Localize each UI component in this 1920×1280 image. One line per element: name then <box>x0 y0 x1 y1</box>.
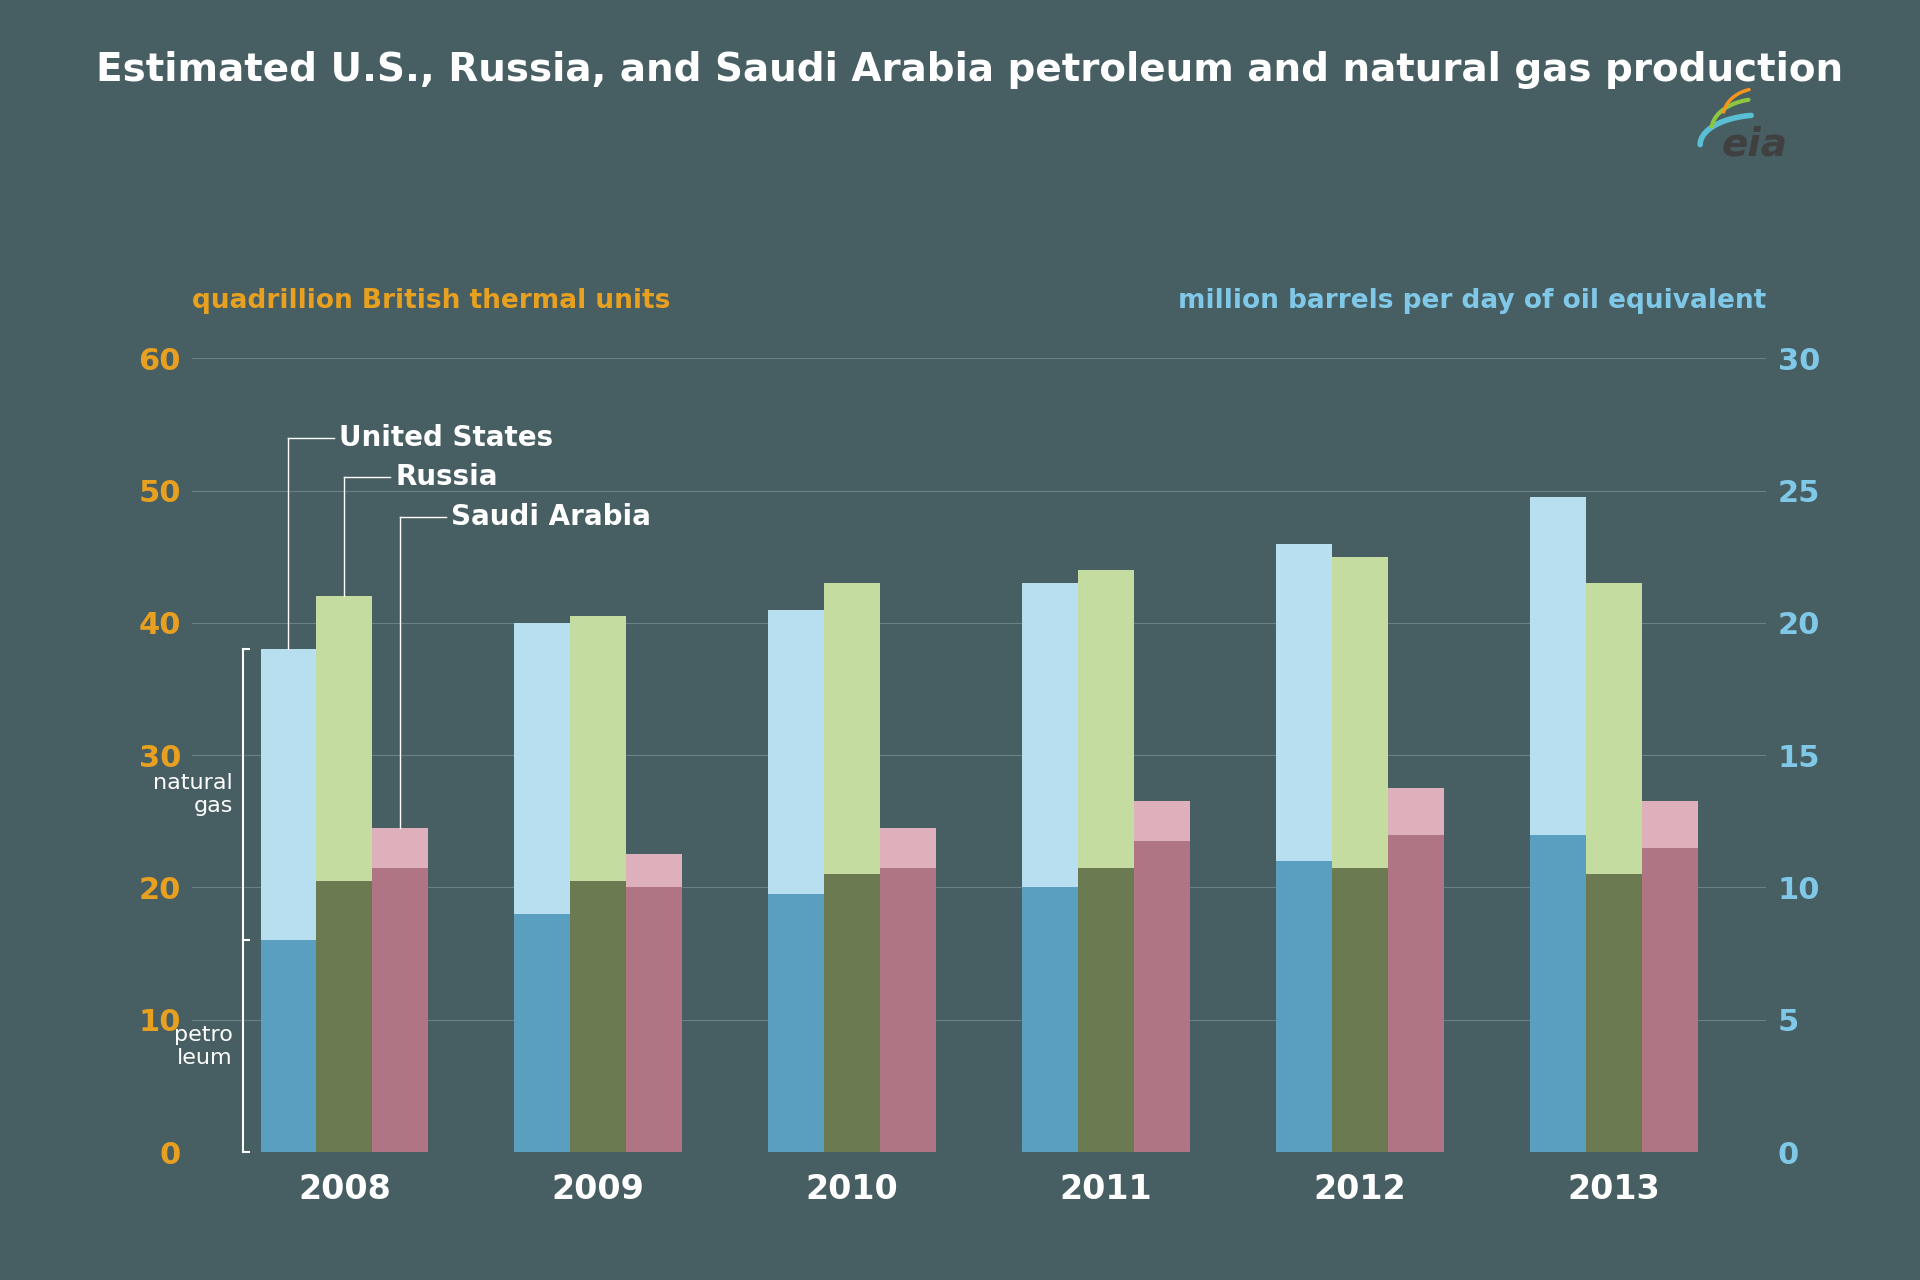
Bar <box>372 868 428 1152</box>
Bar <box>1586 584 1642 874</box>
Text: petro
leum: petro leum <box>173 1024 232 1068</box>
Bar <box>824 874 879 1152</box>
Bar <box>570 617 626 881</box>
Bar <box>768 893 824 1152</box>
Bar <box>879 828 937 868</box>
Bar <box>372 828 428 868</box>
Bar <box>1642 801 1697 847</box>
Bar <box>1135 841 1190 1152</box>
Bar <box>1388 835 1444 1152</box>
Text: Russia: Russia <box>396 463 497 492</box>
Bar <box>1079 570 1135 868</box>
Bar <box>1530 498 1586 835</box>
Bar <box>1277 861 1332 1152</box>
Text: eia: eia <box>1722 125 1788 164</box>
Bar <box>515 623 570 914</box>
Bar <box>768 609 824 893</box>
Bar <box>1021 887 1079 1152</box>
Bar <box>626 855 682 887</box>
Bar <box>824 584 879 874</box>
Bar <box>1332 868 1388 1152</box>
Bar <box>1135 801 1190 841</box>
Text: United States: United States <box>340 424 553 452</box>
Bar <box>879 868 937 1152</box>
Text: natural
gas: natural gas <box>154 773 232 817</box>
Bar <box>1021 584 1079 887</box>
Bar <box>261 941 317 1152</box>
Bar <box>1642 847 1697 1152</box>
Text: Saudi Arabia: Saudi Arabia <box>451 503 651 531</box>
Text: million barrels per day of oil equivalent: million barrels per day of oil equivalen… <box>1179 288 1766 314</box>
Bar <box>1388 788 1444 835</box>
Bar <box>1586 874 1642 1152</box>
Text: quadrillion British thermal units: quadrillion British thermal units <box>192 288 670 314</box>
Bar <box>1079 868 1135 1152</box>
Bar <box>1332 557 1388 868</box>
Bar <box>261 649 317 941</box>
Bar <box>626 887 682 1152</box>
Bar <box>1530 835 1586 1152</box>
Bar <box>317 881 372 1152</box>
Bar <box>317 596 372 881</box>
Bar <box>1277 544 1332 861</box>
Bar <box>515 914 570 1152</box>
Text: Estimated U.S., Russia, and Saudi Arabia petroleum and natural gas production: Estimated U.S., Russia, and Saudi Arabia… <box>96 51 1843 90</box>
Bar <box>570 881 626 1152</box>
